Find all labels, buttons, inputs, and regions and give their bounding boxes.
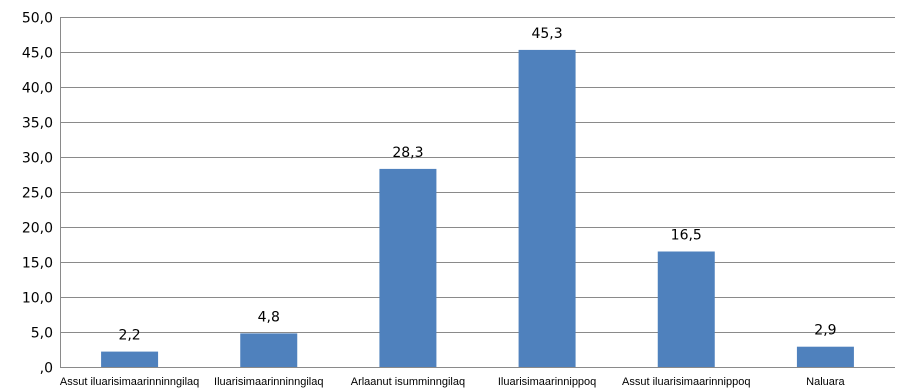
x-tick-label-5: Assut iluarisimaarinnippoq — [622, 376, 750, 388]
y-tick-label: 40,0 — [22, 81, 53, 97]
x-tick-label-3: Arlaanut isumminngilaq — [351, 376, 465, 388]
data-label-1: 2,2 — [118, 328, 140, 344]
x-tick-label-6: Naluara — [806, 376, 845, 388]
bar-2 — [240, 333, 298, 367]
y-tick-label: 30,0 — [22, 151, 53, 167]
gridlines — [60, 17, 895, 333]
data-labels: 2,2 4,8 28,3 45,3 16,5 2,9 — [118, 26, 836, 344]
y-tick-label: 35,0 — [22, 116, 53, 132]
x-axis-tick-labels: Assut iluarisimaarinninngilaq Iluarisimaa… — [60, 376, 846, 388]
x-tick-label-1: Assut iluarisimaarinninngilaq — [60, 376, 199, 388]
data-label-6: 2,9 — [814, 323, 836, 339]
x-tick-label-2: Iluarisimaarinninngilaq — [214, 376, 323, 388]
axes — [60, 17, 895, 368]
bars — [101, 49, 854, 368]
bar-3 — [379, 168, 437, 367]
data-label-3: 28,3 — [392, 145, 423, 161]
bar-4 — [518, 49, 576, 368]
data-label-2: 4,8 — [258, 309, 280, 325]
y-tick-label: 20,0 — [22, 221, 53, 237]
bar-5 — [657, 251, 715, 367]
data-label-5: 16,5 — [671, 228, 702, 244]
y-tick-label: 45,0 — [22, 46, 53, 62]
bar-6 — [796, 346, 854, 367]
y-tick-label: ,0 — [40, 361, 53, 377]
y-tick-label: 5,0 — [31, 326, 53, 342]
y-axis-tick-labels: ,0 5,0 10,0 15,0 20,0 25,0 30,0 35,0 40,0 45,0 50,… — [22, 11, 53, 377]
y-tick-label: 15,0 — [22, 256, 53, 272]
y-tick-label: 25,0 — [22, 186, 53, 202]
y-tick-label: 10,0 — [22, 291, 53, 307]
y-tick-label: 50,0 — [22, 11, 53, 27]
data-label-4: 45,3 — [531, 26, 562, 42]
x-tick-label-4: Iluarisimaarinnippoq — [498, 376, 596, 388]
bar-1 — [101, 351, 159, 367]
